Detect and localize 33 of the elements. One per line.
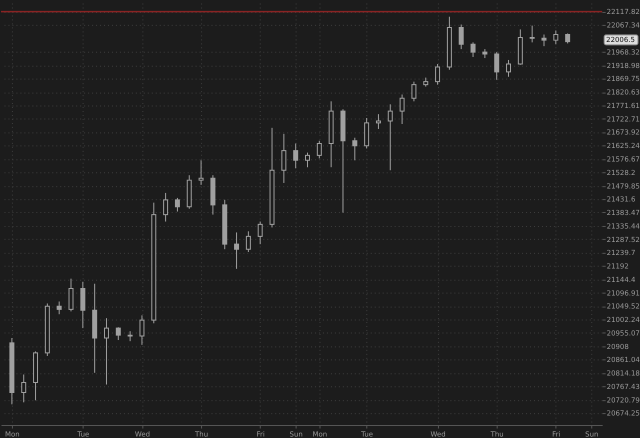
candlestick xyxy=(470,42,476,58)
candlestick xyxy=(281,133,286,184)
candlestick xyxy=(376,114,381,130)
candlestick xyxy=(400,94,405,125)
candlestick xyxy=(258,221,263,245)
candlestick xyxy=(174,197,180,212)
candlestick xyxy=(198,160,204,186)
candlestick xyxy=(293,143,298,169)
candlestick xyxy=(139,314,144,346)
candlestick xyxy=(553,30,558,45)
candlestick xyxy=(542,34,546,47)
candlestick xyxy=(364,117,370,149)
candlestick xyxy=(305,152,310,168)
candlestick xyxy=(80,281,86,329)
candlestick xyxy=(458,24,464,50)
candlestick xyxy=(435,64,440,86)
candlestick xyxy=(352,137,358,161)
candlestick xyxy=(565,32,570,44)
candlestick xyxy=(246,230,251,252)
candlestick xyxy=(530,25,535,43)
candlestick xyxy=(128,330,133,342)
candlestick xyxy=(506,59,512,78)
candlestick xyxy=(104,318,109,386)
candlestick xyxy=(388,104,393,171)
candlestick xyxy=(21,374,26,403)
candlestick xyxy=(494,52,500,80)
candlestick xyxy=(234,232,240,270)
candlestick xyxy=(163,192,168,222)
candlestick xyxy=(68,278,74,312)
candlestick xyxy=(411,81,416,102)
candlestick xyxy=(316,140,322,159)
candlestick xyxy=(116,326,121,341)
candlestick xyxy=(56,300,62,315)
